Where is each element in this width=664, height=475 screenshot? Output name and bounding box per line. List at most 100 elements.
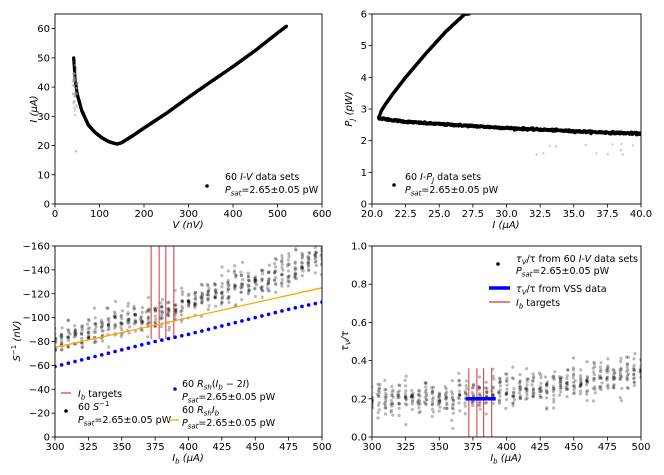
tau-point: [410, 400, 415, 404]
tau-point: [565, 376, 569, 381]
sinv-point: [167, 325, 172, 329]
tau-point: [539, 395, 544, 399]
tau-point: [525, 383, 529, 387]
tau-point: [437, 399, 442, 403]
sinv-point: [220, 291, 224, 295]
tau-point: [517, 381, 522, 385]
sinv-point: [274, 283, 278, 287]
sinv-point: [60, 348, 64, 352]
x-tick-label: 400: [179, 442, 198, 453]
label-part: ): [246, 379, 250, 390]
sinv-point: [293, 276, 297, 280]
tau-point: [559, 384, 563, 388]
sinv-point: [301, 269, 305, 273]
tau-point: [377, 386, 382, 390]
tau-point: [512, 398, 517, 402]
sinv-point: [247, 279, 251, 283]
label-part: (μA): [495, 220, 519, 231]
rsh-ib-2i-point: [86, 356, 91, 361]
tau-point: [545, 384, 549, 388]
sinv-point: [120, 309, 124, 313]
sinv-point: [55, 336, 57, 340]
sinv-point: [87, 331, 91, 335]
tau-point: [605, 377, 609, 381]
iv-outlier: [75, 77, 78, 81]
tau-point: [539, 373, 543, 377]
sinv-point: [93, 339, 97, 343]
sinv-point: [100, 320, 104, 325]
sinv-point: [74, 334, 78, 338]
tau-point: [571, 366, 575, 370]
rsh-ib-2i-point: [99, 353, 104, 357]
y-tick-label: 3: [361, 105, 367, 116]
tau-point: [497, 399, 501, 403]
tau-point: [585, 381, 589, 385]
sinv-point: [207, 304, 211, 308]
sinv-point: [267, 281, 271, 285]
tau-point: [464, 379, 468, 383]
sinv-point: [186, 299, 191, 303]
sinv-point: [139, 320, 144, 324]
sinv-point: [159, 316, 163, 320]
sinv-point: [266, 279, 271, 283]
sinv-point: [280, 278, 284, 282]
tau-point: [504, 406, 508, 410]
tau-point: [457, 401, 461, 405]
tau-point: [558, 381, 563, 386]
x-tick-label: 200: [134, 209, 153, 220]
sinv-point: [186, 299, 191, 304]
label-part: data sets: [252, 172, 299, 183]
tau-point: [539, 375, 543, 380]
tau-point: [376, 403, 381, 407]
sinv-point: [219, 302, 223, 306]
label-part: I: [78, 389, 81, 400]
tau-point: [626, 386, 630, 391]
tau-point: [457, 371, 461, 375]
tau-point: [618, 377, 623, 381]
tau-point: [383, 400, 388, 404]
sinv-point: [99, 325, 104, 329]
y-tick-label: 6: [361, 10, 367, 21]
label-part: I-V: [240, 172, 254, 183]
y-tick-label: 0.0: [351, 433, 367, 444]
label-part: I: [212, 405, 215, 416]
sinv-point: [213, 296, 217, 300]
tau-point: [584, 383, 589, 387]
sinv-point: [307, 257, 311, 261]
rsh-ib-2i-point: [253, 315, 258, 320]
tau-point: [619, 398, 624, 403]
tau-point: [559, 384, 563, 388]
tau-point: [504, 391, 508, 395]
tau-point: [384, 393, 388, 398]
sinv-point: [227, 283, 231, 287]
tau-point: [444, 396, 448, 401]
sinv-point: [226, 287, 230, 291]
tau-point: [377, 407, 381, 412]
tau-point: [632, 363, 636, 367]
sinv-point: [180, 289, 185, 294]
rsh-ib-2i-point: [280, 309, 284, 313]
x-tick-label: 475: [279, 442, 298, 453]
sinv-point: [173, 308, 177, 313]
tau-point: [389, 402, 393, 406]
tau-point: [613, 371, 617, 375]
label-part: −1: [10, 345, 18, 355]
label-part: 60: [182, 405, 197, 416]
sinv-point: [179, 319, 183, 324]
label-part: I: [243, 379, 246, 390]
sinv-point: [66, 336, 70, 340]
tau-point: [552, 400, 556, 404]
tau-point: [579, 379, 583, 384]
tau-point: [484, 380, 488, 384]
sinv-point: [246, 290, 251, 294]
tau-point: [456, 396, 460, 400]
sinv-point: [205, 292, 209, 297]
tau-point: [377, 390, 381, 395]
y-tick-label: 40: [37, 83, 50, 94]
sinv-point: [232, 283, 237, 287]
label-part: R: [197, 405, 204, 416]
tau-point: [424, 402, 428, 407]
sinv-point: [239, 285, 243, 289]
tau-point: [423, 381, 427, 385]
tau-point: [477, 400, 482, 404]
